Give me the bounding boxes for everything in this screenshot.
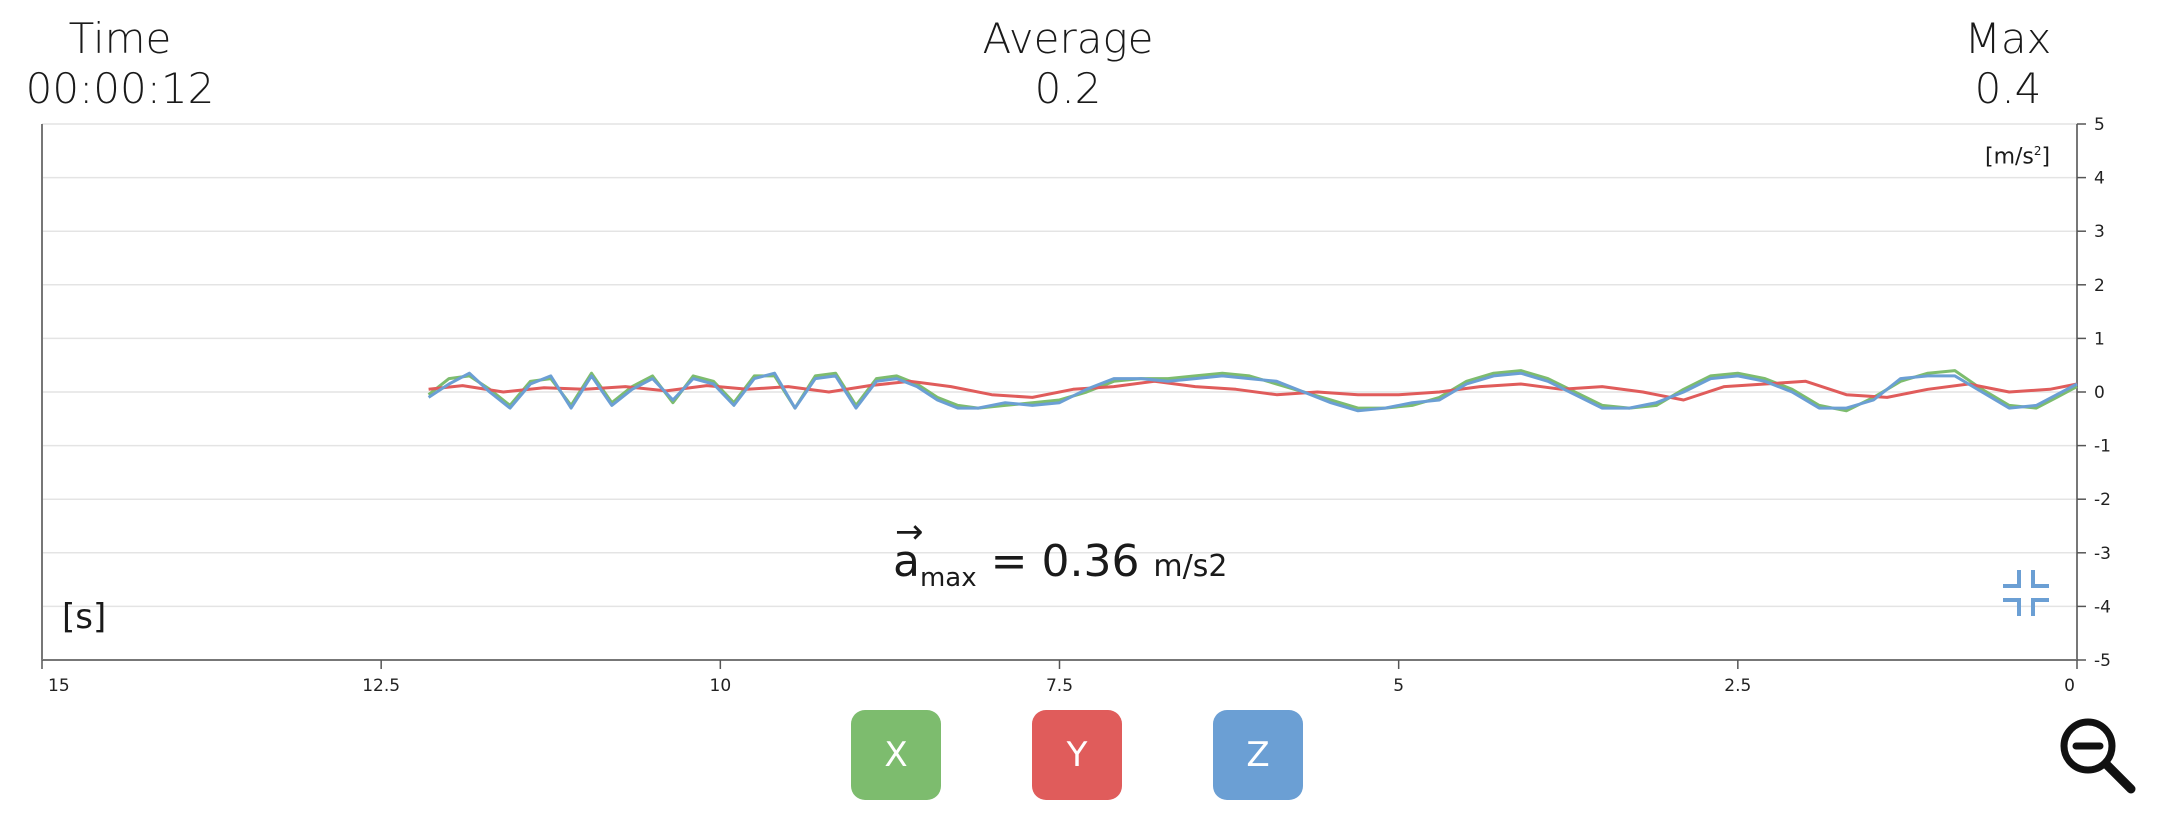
y-tick-label: 4 xyxy=(2094,169,2105,189)
y-unit-base: [m/s xyxy=(1985,144,2034,170)
average-stat: Average 0.2 xyxy=(958,14,1178,114)
max-stat: Max 0.4 xyxy=(1948,14,2068,114)
average-value: 0.2 xyxy=(1034,64,1102,113)
series-line-z xyxy=(427,371,2078,413)
y-tick-label: 5 xyxy=(2094,115,2105,135)
x-tick-label: 15 xyxy=(48,676,70,696)
amax-symbol: → a xyxy=(893,512,924,587)
y-axis-toggle-button[interactable]: Y xyxy=(1032,710,1122,800)
y-unit-exponent: 2 xyxy=(2033,144,2042,158)
y-tick-label: -1 xyxy=(2094,437,2111,457)
time-stat: Time 00:00:12 xyxy=(20,14,220,114)
x-axis-toggle-button[interactable]: X xyxy=(851,710,941,800)
y-tick-label: 2 xyxy=(2094,276,2105,296)
y-unit-label: [m/s2] xyxy=(1985,144,2050,169)
x-tick-label: 5 xyxy=(1393,676,1404,696)
time-value: 00:00:12 xyxy=(25,64,215,113)
y-tick-label: -3 xyxy=(2094,544,2111,564)
x-tick-label: 0 xyxy=(2064,676,2075,696)
y-tick-label: 1 xyxy=(2094,329,2105,349)
x-tick-label: 12.5 xyxy=(362,676,400,696)
average-label: Average xyxy=(982,14,1154,63)
chart-series xyxy=(427,369,2078,413)
z-axis-toggle-button[interactable]: Z xyxy=(1213,710,1303,800)
x-unit-label: [s] xyxy=(62,597,107,637)
zoom-out-icon[interactable] xyxy=(2058,716,2136,794)
x-tick-label: 7.5 xyxy=(1046,676,1073,696)
amax-subscript: max xyxy=(919,563,977,593)
y-tick-label: 3 xyxy=(2094,222,2105,242)
amax-unit: m/s2 xyxy=(1153,549,1228,584)
amax-letter: a xyxy=(893,536,920,587)
y-tick-label: -4 xyxy=(2094,597,2111,617)
x-tick-label: 10 xyxy=(710,676,732,696)
collapse-icon[interactable] xyxy=(2003,570,2049,616)
y-unit-end: ] xyxy=(2041,144,2051,170)
amax-equals-value: = 0.36 xyxy=(976,536,1154,587)
max-label: Max xyxy=(1964,14,2052,63)
series-line-y xyxy=(428,379,2078,402)
y-tick-label: -2 xyxy=(2094,490,2111,510)
y-tick-label: 0 xyxy=(2094,383,2105,403)
amax-readout: → amax = 0.36 m/s2 xyxy=(893,512,1228,603)
x-tick-label: 2.5 xyxy=(1724,676,1751,696)
vector-arrow: → xyxy=(895,512,924,552)
max-value: 0.4 xyxy=(1974,64,2042,113)
time-label: Time xyxy=(68,14,172,63)
y-tick-label: -5 xyxy=(2094,651,2111,671)
